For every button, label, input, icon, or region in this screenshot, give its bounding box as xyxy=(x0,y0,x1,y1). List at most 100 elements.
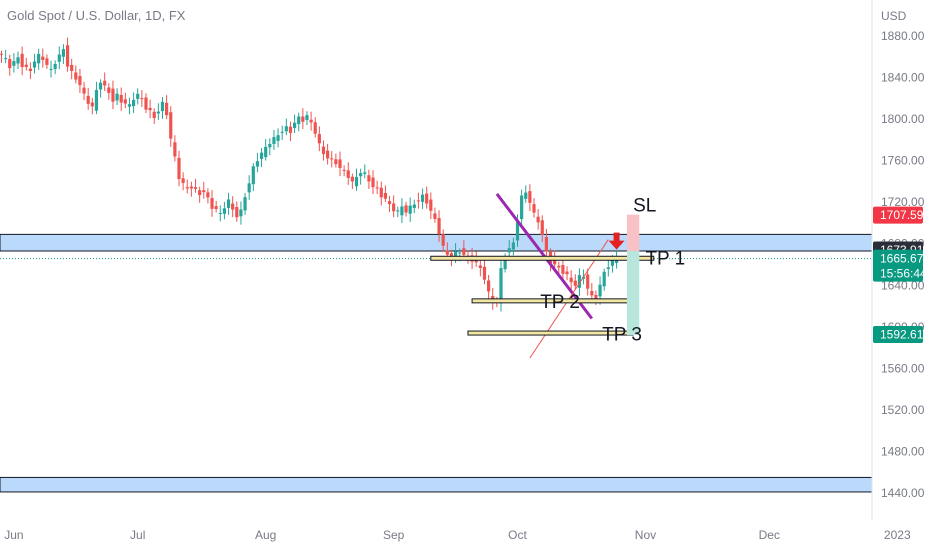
candle-body xyxy=(590,291,594,296)
candle-body xyxy=(334,159,338,165)
candle-body xyxy=(255,161,260,167)
candle-body xyxy=(193,187,198,189)
candle-body xyxy=(8,59,12,69)
candle-body xyxy=(37,53,41,64)
y-tick-label: 1560.00 xyxy=(881,361,925,375)
sl-price-tag-text: 1707.59 xyxy=(880,208,924,222)
tp-price-tag-text: 1592.61 xyxy=(880,327,924,341)
y-tick-label: 1520.00 xyxy=(881,403,925,417)
x-tick-label: 2023 xyxy=(884,528,911,542)
candle-body xyxy=(429,199,433,211)
candle-body xyxy=(462,248,466,255)
sl-price-tag xyxy=(873,206,923,224)
y-tick-label: 1640.00 xyxy=(881,278,925,292)
time-axis[interactable]: Jun Jul Aug Sep Oct Nov Dec 2023 xyxy=(4,528,911,542)
candle-body xyxy=(507,248,511,253)
candle-body xyxy=(202,190,206,193)
y-tick-label: 1880.00 xyxy=(881,29,925,43)
candle-body xyxy=(379,187,383,198)
candle-body xyxy=(90,102,94,107)
upper-zone xyxy=(0,233,873,252)
sell-arrow-shaft xyxy=(613,232,620,242)
candle-body xyxy=(53,63,57,70)
candle-body xyxy=(338,159,342,168)
candle-body xyxy=(152,111,156,119)
candle-body xyxy=(532,204,536,213)
candle-body xyxy=(437,218,441,235)
y-tick-label: 1440.00 xyxy=(881,486,925,500)
candle-body xyxy=(594,294,598,301)
candle-body xyxy=(392,203,396,212)
candle-body xyxy=(367,175,371,182)
candle-body xyxy=(231,203,235,210)
candle-body xyxy=(268,143,272,148)
currency-label: USD xyxy=(881,9,907,23)
candle-body xyxy=(94,90,99,111)
drawings-layer: SL TP 1 TP 2 TP 3 xyxy=(430,192,685,359)
candle-body xyxy=(420,194,425,202)
candle-body xyxy=(111,88,115,102)
candle-body xyxy=(119,94,123,103)
candle-body xyxy=(326,150,330,159)
candle-body xyxy=(107,87,111,93)
candle-body xyxy=(371,177,375,188)
candle-body xyxy=(131,99,136,107)
candle-body xyxy=(359,173,363,177)
candle-body xyxy=(404,205,408,213)
candle-body xyxy=(565,271,569,275)
candle-body xyxy=(528,191,532,203)
candle-body xyxy=(284,126,288,132)
candle-body xyxy=(375,187,379,189)
candle-body xyxy=(24,64,28,68)
candle-body xyxy=(198,190,202,196)
candle-body xyxy=(280,131,284,133)
candle-body xyxy=(487,280,491,292)
lower-zone xyxy=(0,476,873,493)
candle-body xyxy=(598,284,602,297)
candle-body xyxy=(235,207,239,218)
candle-body xyxy=(425,193,429,204)
y-tick-label: 1720.00 xyxy=(881,195,925,209)
candle-body xyxy=(396,210,400,212)
candle-body xyxy=(156,111,160,114)
candle-body xyxy=(515,221,520,241)
candle-body xyxy=(20,53,24,67)
candle-body xyxy=(57,54,61,62)
candle-body xyxy=(140,98,144,100)
candle-body xyxy=(354,176,359,187)
candle-body xyxy=(297,116,301,125)
candle-body xyxy=(4,58,8,60)
candle-body xyxy=(503,256,507,270)
price-axis[interactable]: 1880.001840.001800.001760.001720.001680.… xyxy=(881,29,925,500)
candle-body xyxy=(177,157,181,180)
x-tick-label: Nov xyxy=(635,528,656,542)
candle-body xyxy=(441,234,445,246)
chart-title: Gold Spot / U.S. Dollar, 1D, FX xyxy=(7,8,186,23)
candle-body xyxy=(606,267,610,269)
x-tick-label: Dec xyxy=(759,528,780,542)
tp1-label: TP 1 xyxy=(645,249,685,270)
candle-body xyxy=(363,172,367,174)
candle-body xyxy=(412,204,416,208)
candle-body xyxy=(602,271,606,287)
x-tick-label: Jul xyxy=(130,528,145,542)
x-tick-label: Aug xyxy=(255,528,276,542)
candle-body xyxy=(65,45,70,67)
candle-body xyxy=(49,68,53,70)
candle-body xyxy=(330,158,334,160)
candle-body xyxy=(400,206,404,216)
candle-body xyxy=(264,146,268,158)
candle-body xyxy=(82,87,86,94)
candle-body xyxy=(321,146,326,155)
candle-body xyxy=(206,192,210,198)
candle-body xyxy=(449,253,454,259)
candle-body xyxy=(276,135,280,141)
candle-body xyxy=(136,93,140,99)
x-tick-label: Oct xyxy=(508,528,527,542)
candle-body xyxy=(499,268,503,304)
candle-body xyxy=(148,107,152,111)
candle-body xyxy=(288,126,293,133)
candle-body xyxy=(350,176,354,182)
zones-layer xyxy=(0,233,873,493)
